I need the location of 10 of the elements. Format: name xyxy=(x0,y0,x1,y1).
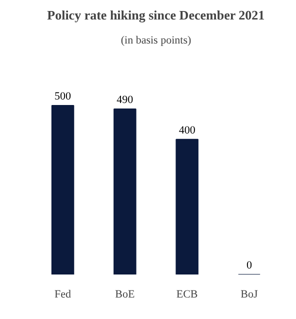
x-tick-label: BoJ xyxy=(240,288,258,300)
data-label: 490 xyxy=(116,94,134,106)
x-tick-label: BoE xyxy=(115,288,135,300)
data-label: 500 xyxy=(54,90,72,103)
data-label: 0 xyxy=(246,260,252,272)
x-tick-label: Fed xyxy=(54,288,72,300)
x-tick-label: ECB xyxy=(176,288,198,300)
data-label: 400 xyxy=(178,124,196,136)
chart-subtitle: (in basis points) xyxy=(120,34,192,46)
chart-title: Policy rate hiking since December 2021 xyxy=(47,8,265,22)
